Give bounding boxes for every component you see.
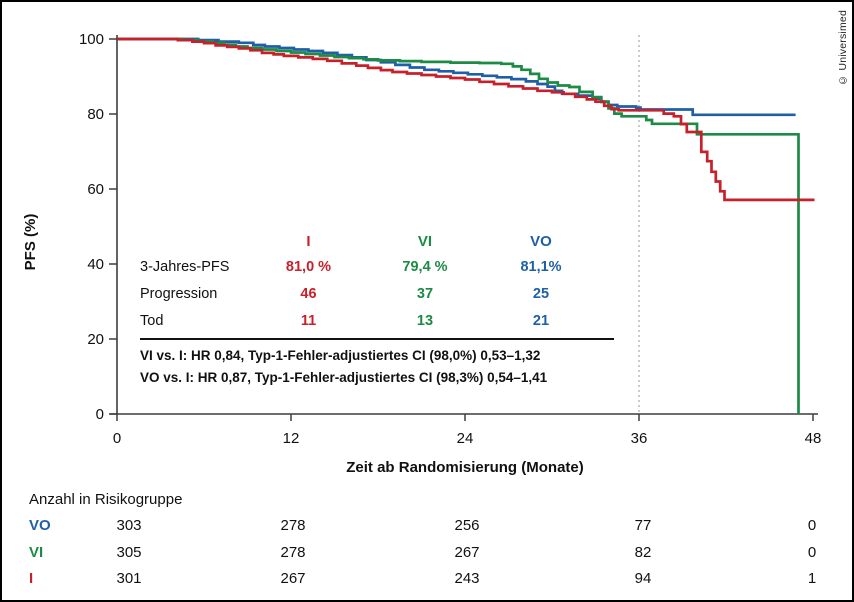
stats-value-3y-pfs-I: 81,0 %: [285, 259, 332, 275]
km-curve-I: [117, 37, 815, 202]
y-tick-label: 60: [87, 181, 104, 198]
footnote-vi-vs-i: VI vs. I: HR 0,84, Typ-1-Fehler-adjustie…: [140, 348, 541, 363]
risk-row-I: I 301 267 243 94 1: [2, 569, 852, 589]
stats-corner-cell: [140, 229, 252, 254]
risk-count: 0: [807, 517, 817, 534]
risk-count: 303: [116, 517, 142, 534]
stats-value-tod-I: 11: [300, 313, 317, 329]
y-tick-label: 0: [96, 406, 104, 423]
risk-count: 267: [454, 544, 480, 561]
risk-count: 278: [280, 544, 306, 561]
y-tick-label: 20: [87, 331, 104, 348]
risk-row-VO: VO 303 278 256 77 0: [2, 516, 852, 536]
risk-count: 301: [116, 570, 142, 587]
footnote-vo-vs-i: VO vs. I: HR 0,87, Typ-1-Fehler-adjustie…: [140, 370, 548, 385]
risk-count: 0: [807, 544, 817, 561]
stats-col-header-I: I: [306, 233, 311, 250]
risk-count: 94: [634, 570, 652, 587]
risk-count: 305: [116, 544, 142, 561]
y-tick-label: 100: [79, 31, 104, 48]
y-tick-label: 80: [87, 106, 104, 123]
stats-row-label-tod: Tod: [140, 313, 164, 329]
risk-count: 267: [280, 570, 306, 587]
stats-row-label-progression: Progression: [140, 286, 218, 302]
risk-row-VI: VI 305 278 267 82 0: [2, 543, 852, 563]
stats-row-label-3y-pfs: 3-Jahres-PFS: [140, 259, 230, 275]
risk-row-label-VI: VI: [29, 544, 44, 561]
x-tick-label: 36: [631, 430, 648, 447]
risk-count: 278: [280, 517, 306, 534]
risk-count: 256: [454, 517, 480, 534]
hazard-ratio-footnotes: VI vs. I: HR 0,84, Typ-1-Fehler-adjustie…: [140, 340, 614, 389]
x-tick-label: 0: [113, 430, 121, 447]
stats-value-progression-VO: 25: [532, 286, 550, 302]
y-tick-label: 40: [87, 256, 104, 273]
stats-grid: I VI VO 3-Jahres-PFS 81,0 % 79,4 % 81,1%…: [140, 229, 614, 340]
stats-col-header-VO: VO: [530, 233, 552, 250]
stats-col-header-VI: VI: [417, 233, 433, 250]
x-tick-label: 48: [805, 430, 822, 447]
stats-value-progression-I: 46: [300, 286, 317, 302]
risk-row-label-VO: VO: [29, 517, 51, 534]
risk-row-label-I: I: [29, 570, 34, 587]
x-tick-label: 24: [457, 430, 474, 447]
y-axis-label: PFS (%): [22, 214, 39, 271]
risk-count: 1: [807, 570, 817, 587]
x-tick-label: 12: [283, 430, 300, 447]
km-chart: 0 20 40 60 80 100 0 12 24 36 48 PFS (%): [22, 31, 822, 447]
risk-count: 243: [454, 570, 480, 587]
risk-table-title: Anzahl in Risikogruppe: [29, 491, 183, 508]
stats-value-tod-VO: 21: [532, 313, 550, 329]
stats-value-progression-VI: 37: [416, 286, 434, 302]
stats-value-3y-pfs-VI: 79,4 %: [402, 259, 448, 275]
stats-value-tod-VI: 13: [416, 313, 434, 329]
stats-value-3y-pfs-VO: 81,1%: [520, 259, 562, 275]
risk-count: 77: [634, 517, 652, 534]
x-axis-label: Zeit ab Randomisierung (Monate): [346, 459, 584, 476]
risk-count: 82: [634, 544, 652, 561]
copyright-label: © Universimed: [837, 10, 849, 86]
stats-table: I VI VO 3-Jahres-PFS 81,0 % 79,4 % 81,1%…: [140, 229, 614, 389]
